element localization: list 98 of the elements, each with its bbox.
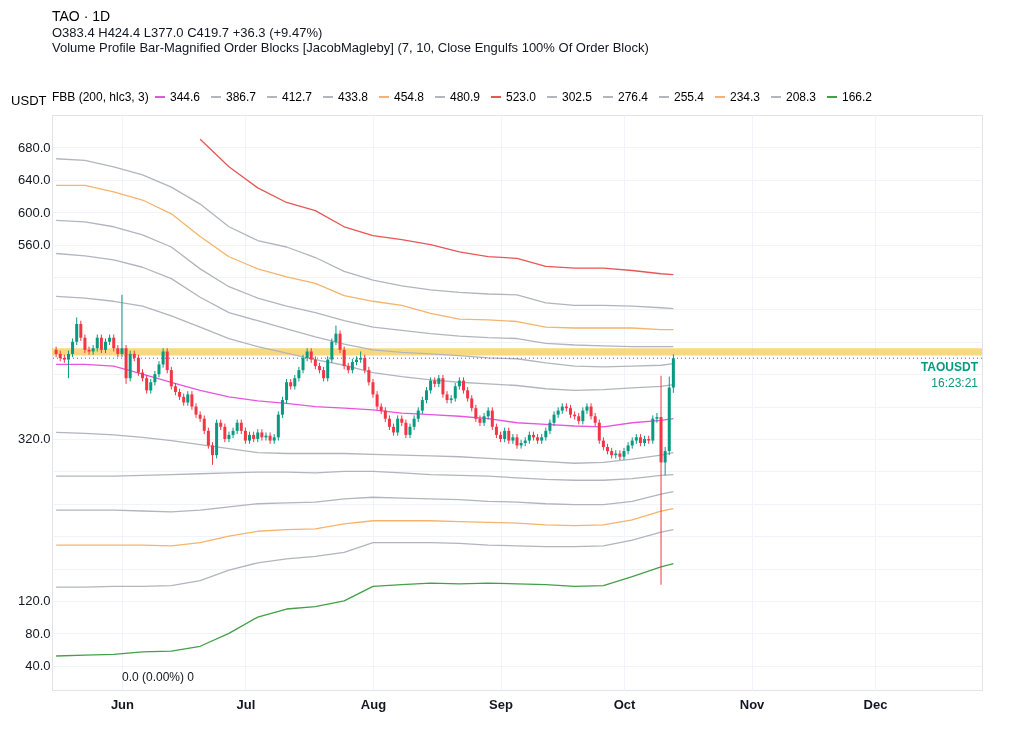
x-tick-label: Sep [489,696,514,712]
line-series [55,184,675,331]
candlestick [482,412,486,427]
x-tick-label: Dec [863,696,888,712]
x-tick-label: Aug [360,696,387,712]
candlestick [552,410,556,427]
candlestick [276,410,280,442]
y-tick-label: 680.0 [17,139,51,155]
legend-label: 454.8 [394,90,425,104]
legend-title: FBB (200, hlc3, 3) [52,90,149,104]
candlestick [99,333,103,354]
legend-label: 166.2 [842,90,873,104]
candlestick [71,338,75,358]
candlestick [231,427,235,439]
chart-subtitle: O383.4 H424.4 L377.0 C419.7 +36.3 (+9.47%) [52,25,323,40]
candlestick [412,414,416,431]
legend-label: 344.6 [170,90,201,104]
candlestick [597,419,601,445]
line-series [55,529,675,588]
x-tick-label: Jul [236,696,256,712]
legend-label: 255.4 [674,90,705,104]
candlestick [165,347,169,374]
candlestick [478,414,482,427]
candlestick [589,402,593,421]
candlestick [202,414,206,435]
candlestick [227,431,231,443]
legend-label: 302.5 [562,90,593,104]
candlestick [515,433,519,450]
annotation: 16:23:21 [931,376,979,391]
candlestick [194,402,198,419]
candlestick [190,390,194,411]
line-series [55,490,675,513]
candlestick [198,410,202,423]
candlestick [663,446,667,476]
annotation: 0.0 (0.00%) 0 [122,670,195,684]
y-axis-title: USDT [11,92,47,108]
candlestick [453,382,457,403]
y-tick-label: 120.0 [17,593,51,609]
candlestick [334,325,338,346]
chart-title: TAO · 1D [52,8,111,24]
candlestick [651,414,655,445]
legend-label: 523.0 [506,90,537,104]
candlestick [585,402,589,415]
line-series [55,563,675,657]
candlestick [206,427,210,450]
candlestick [404,419,408,439]
candlestick [280,396,284,419]
legend-label: 480.9 [450,90,481,104]
candlestick [396,414,400,437]
line-series [55,363,675,428]
ref-line-label: TAOUSDT [920,360,979,375]
line-series [55,470,675,481]
legend-label: 234.3 [730,90,761,104]
line-series [199,138,675,276]
candlestick [338,329,342,354]
candlestick [441,374,445,399]
candlestick [79,320,83,342]
candlestick [136,354,140,377]
y-tick-label: 40.0 [25,658,51,674]
y-tick-label: 640.0 [17,172,51,188]
candlestick [83,333,87,354]
legend-label: 412.7 [282,90,313,104]
candlestick [490,406,494,431]
candlestick [655,412,659,424]
candlestick [169,366,173,391]
legend-label: 386.7 [226,90,257,104]
candlestick [145,374,149,395]
line-series [55,431,675,464]
candlestick [342,346,346,370]
candlestick [445,390,449,404]
candlestick [618,449,622,461]
candlestick [511,433,515,445]
candlestick [54,346,58,358]
line-series [55,219,675,348]
candlestick [626,441,630,455]
candlestick [223,423,227,443]
x-tick-label: Oct [613,696,636,712]
candlestick [210,441,214,466]
candlestick [268,431,272,445]
candlestick [363,354,367,374]
y-tick-label: 320.0 [17,431,51,447]
x-tick-label: Jun [110,696,135,712]
candlestick [622,447,626,461]
y-tick-label: 80.0 [25,625,51,641]
candlestick [285,378,289,404]
legend-label: 433.8 [338,90,369,104]
y-tick-label: 600.0 [17,204,51,220]
line-series [55,295,675,391]
y-tick-label: 560.0 [17,237,51,253]
candlestick [260,428,264,442]
x-tick-label: Nov [739,696,766,712]
candlestick [375,390,379,411]
legend-label: 276.4 [618,90,649,104]
text: Volume Profile Bar-Magnified Order Blocks [JacobMagleby] (7, 10, Close Engulfs 100% Of Order Block) [52,40,649,55]
candlestick [75,316,79,346]
line-series [55,158,675,310]
line-series [55,507,675,547]
legend-label: 208.3 [786,90,817,104]
